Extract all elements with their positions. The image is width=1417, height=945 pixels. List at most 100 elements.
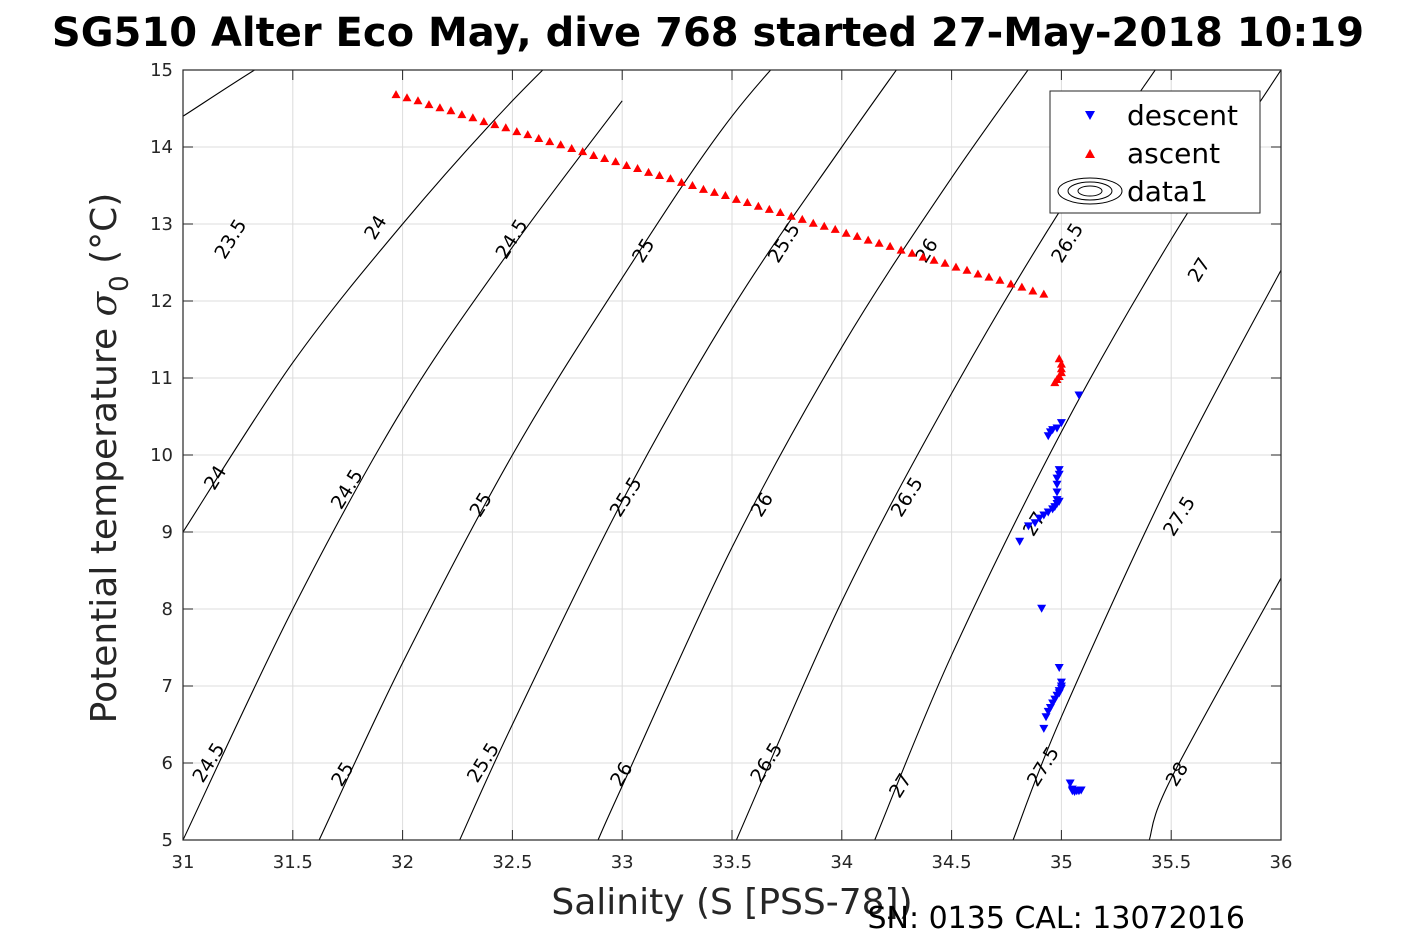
x-tick-label: 34.5 — [932, 852, 972, 873]
descent-point — [1039, 724, 1049, 733]
legend-label-descent: descent — [1127, 99, 1238, 132]
x-tick-label: 33 — [611, 852, 634, 873]
ascent-point — [1050, 378, 1060, 387]
ascent-point — [940, 258, 950, 267]
ascent-point — [413, 96, 423, 105]
y-axis-label: Potential temperature σ0 (°C) — [84, 193, 135, 724]
ascent-point — [819, 221, 829, 230]
y-tick-label: 13 — [150, 214, 173, 235]
x-axis-label: Salinity (S [PSS-78]) — [551, 882, 912, 923]
ascent-point — [1028, 286, 1038, 295]
ascent-point — [973, 269, 983, 278]
descent-point — [1023, 522, 1033, 531]
y-tick-label: 10 — [150, 445, 173, 466]
ascent-point — [402, 93, 412, 102]
ascent-point — [666, 174, 676, 183]
contour-line-26 — [597, 70, 1029, 840]
contour-line-28 — [1148, 577, 1281, 840]
descent-point — [1034, 514, 1044, 523]
ascent-point — [896, 245, 906, 254]
ascent-point — [907, 248, 917, 257]
x-tick-label: 32 — [391, 852, 414, 873]
descent-point — [1056, 419, 1066, 428]
ascent-point — [589, 150, 599, 159]
descent-point — [1039, 511, 1049, 520]
y-axis-label-sigma: σ — [84, 290, 125, 316]
ascent-point — [644, 167, 654, 176]
contour-line-25-5 — [459, 70, 898, 840]
ascent-point — [567, 144, 577, 153]
ascent-point — [885, 241, 895, 250]
x-tick-label: 35.5 — [1151, 852, 1191, 873]
descent-point — [1043, 508, 1053, 517]
x-tick-label: 33.5 — [712, 852, 752, 873]
descent-point — [1043, 707, 1053, 716]
ascent-point — [545, 137, 555, 146]
ascent-point — [698, 184, 708, 193]
ascent-point — [622, 160, 632, 169]
ascent-point — [1056, 359, 1066, 368]
x-tick-label: 32.5 — [492, 852, 532, 873]
x-tick-label: 35 — [1050, 852, 1073, 873]
contour-line-23-5 — [183, 70, 256, 117]
ascent-point — [841, 228, 851, 237]
descent-point — [1052, 474, 1062, 483]
ascent-point — [863, 235, 873, 244]
descent-point — [1076, 786, 1086, 795]
ascent-point — [435, 103, 445, 112]
series-ascent — [391, 90, 1066, 387]
ascent-point — [556, 140, 566, 149]
x-tick-label: 36 — [1270, 852, 1293, 873]
y-axis-label-subscript: 0 — [105, 275, 135, 292]
axis-ticks: 31 31.5 32 32.5 33 33.5 34 34.5 35 35.5 36 5 6 7 8 9 10 1… — [150, 60, 1292, 873]
ascent-point — [446, 106, 456, 115]
y-tick-label: 7 — [162, 676, 173, 697]
descent-point — [1054, 466, 1064, 475]
ascent-point — [611, 157, 621, 166]
ascent-point — [391, 90, 401, 99]
y-axis-label-main: Potential temperature — [84, 316, 125, 723]
y-tick-label: 14 — [150, 137, 173, 158]
x-tick-label: 31.5 — [273, 852, 313, 873]
ascent-point — [808, 218, 818, 227]
ascent-point — [424, 100, 434, 109]
ascent-point — [786, 211, 796, 220]
ascent-point — [984, 272, 994, 281]
ascent-point — [962, 265, 972, 274]
descent-point — [1043, 432, 1053, 441]
footer-serial-calibration: SN: 0135 CAL: 13072016 — [867, 901, 1245, 936]
legend-marker-descent — [1085, 111, 1095, 120]
ascent-point — [830, 224, 840, 233]
contour-line-24 — [183, 70, 544, 533]
descent-point — [1052, 480, 1062, 489]
ascent-point — [995, 275, 1005, 284]
y-tick-label: 12 — [150, 291, 173, 312]
ascent-point — [753, 201, 763, 210]
legend-label-ascent: ascent — [1127, 137, 1220, 170]
ascent-point — [655, 170, 665, 179]
ascent-point — [578, 147, 588, 156]
ascent-point — [1017, 282, 1027, 291]
ascent-point — [534, 134, 544, 143]
ascent-point — [600, 154, 610, 163]
descent-point — [1037, 604, 1047, 613]
ascent-point — [468, 113, 478, 122]
y-tick-label: 5 — [162, 830, 173, 851]
ascent-point — [918, 252, 928, 261]
ascent-point — [797, 214, 807, 223]
contour-line-25 — [318, 70, 772, 840]
y-tick-label: 6 — [162, 753, 173, 774]
legend-marker-contour — [1057, 177, 1123, 205]
legend-box — [1049, 90, 1261, 214]
series-descent — [1015, 391, 1086, 796]
x-tick-label: 31 — [172, 852, 195, 873]
ascent-point — [1006, 279, 1016, 288]
ascent-point — [852, 231, 862, 240]
ascent-point — [874, 238, 884, 247]
legend-marker-ascent — [1085, 149, 1095, 158]
ascent-point — [523, 130, 533, 139]
ascent-point — [676, 177, 686, 186]
descent-point — [1052, 488, 1062, 497]
contour-line-27-5 — [1012, 269, 1281, 840]
density-contours — [183, 70, 1281, 840]
